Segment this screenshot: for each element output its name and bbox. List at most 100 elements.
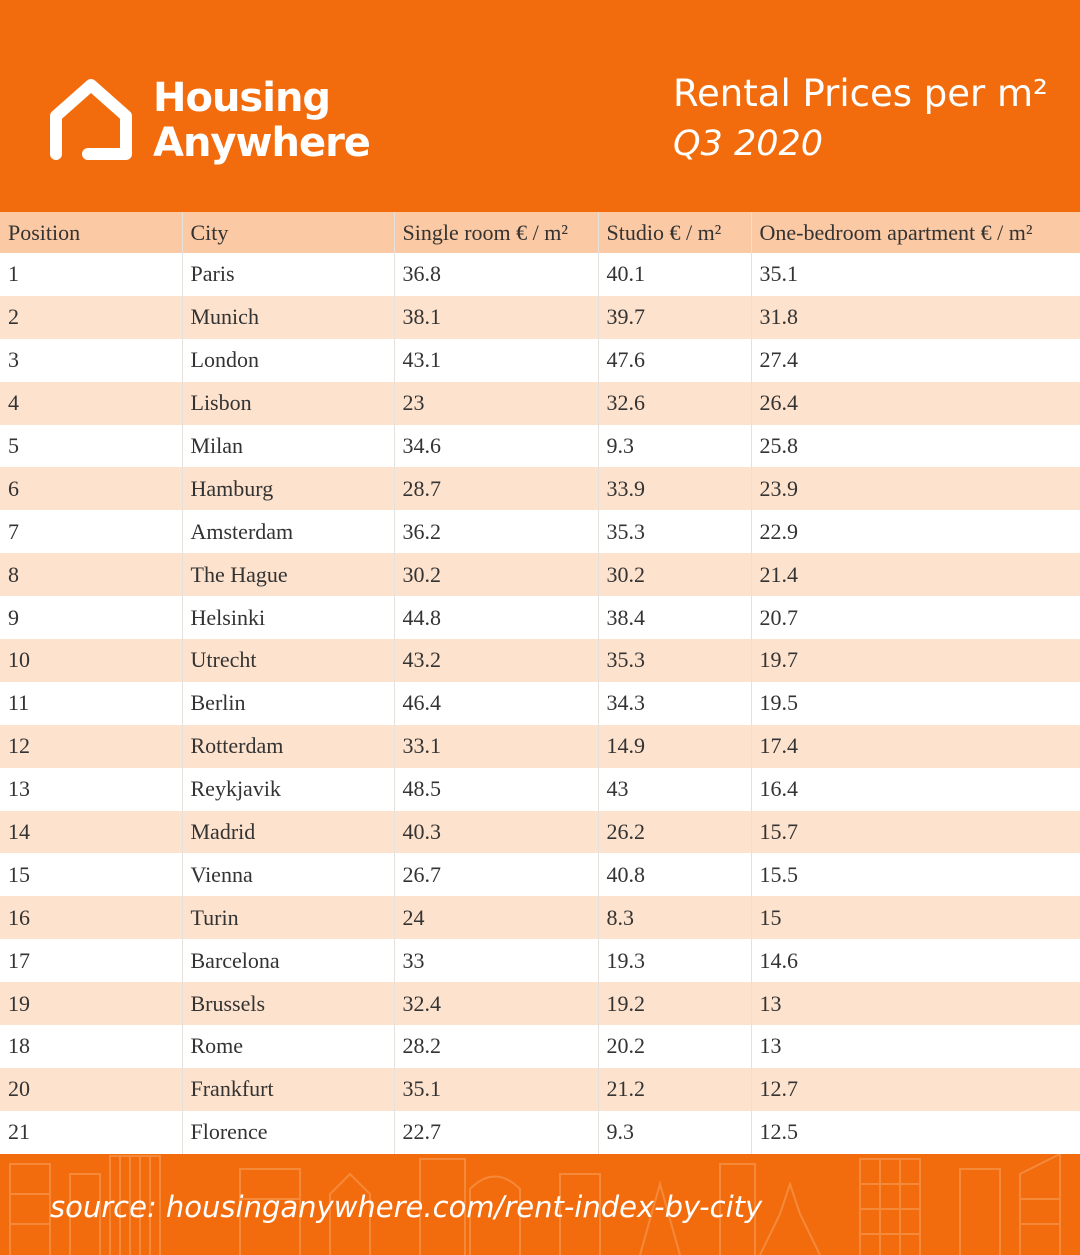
table-row: 17 Barcelona 33 19.3 14.6	[0, 939, 1080, 983]
cell-one-bedroom: 14.6	[750, 939, 1080, 983]
cell-studio: 20.2	[597, 1025, 751, 1068]
cell-position: 10	[0, 639, 182, 682]
cell-single-room: 23	[393, 381, 598, 425]
table-row: 4 Lisbon 23 32.6 26.4	[0, 381, 1080, 425]
cell-position: 4	[0, 381, 182, 425]
cell-city: Hamburg	[181, 467, 394, 511]
cell-position: 15	[0, 853, 182, 897]
cell-single-room: 44.8	[393, 596, 598, 640]
cell-single-room: 43.1	[393, 338, 598, 382]
cell-single-room: 24	[393, 896, 598, 940]
brand-name-line2: Anywhere	[153, 120, 371, 166]
cell-single-room: 28.7	[393, 467, 598, 511]
cell-city: Frankfurt	[181, 1067, 394, 1111]
brand-logo: Housing Anywhere	[153, 75, 371, 166]
brand-name-line1: Housing	[153, 75, 331, 121]
cell-single-room: 38.1	[393, 295, 598, 339]
cell-studio: 26.2	[597, 810, 751, 854]
cell-one-bedroom: 13	[750, 982, 1080, 1026]
cell-studio: 34.3	[597, 681, 751, 725]
header-banner: Housing Anywhere Rental Prices per m² Q3…	[0, 0, 1080, 212]
table-row: 16 Turin 24 8.3 15	[0, 896, 1080, 940]
cell-city: London	[181, 338, 394, 382]
cell-one-bedroom: 15.7	[750, 810, 1080, 854]
page-title: Rental Prices per m²	[673, 72, 1048, 115]
cell-position: 11	[0, 681, 182, 725]
table-row: 5 Milan 34.6 9.3 25.8	[0, 424, 1080, 468]
cell-city: Brussels	[181, 982, 394, 1026]
cell-one-bedroom: 27.4	[750, 338, 1080, 382]
table-row: 19 Brussels 32.4 19.2 13	[0, 982, 1080, 1026]
table-row: 1 Paris 36.8 40.1 35.1	[0, 253, 1080, 296]
cell-position: 2	[0, 295, 182, 339]
cell-one-bedroom: 26.4	[750, 381, 1080, 425]
table-row: 2 Munich 38.1 39.7 31.8	[0, 295, 1080, 339]
cell-studio: 32.6	[597, 381, 751, 425]
cell-city: Helsinki	[181, 596, 394, 640]
cell-single-room: 40.3	[393, 810, 598, 854]
rental-prices-table: Position City Single room € / m² Studio …	[0, 212, 1080, 1154]
table-row: 6 Hamburg 28.7 33.9 23.9	[0, 467, 1080, 511]
table-row: 11 Berlin 46.4 34.3 19.5	[0, 681, 1080, 725]
cell-studio: 9.3	[597, 424, 751, 468]
cell-single-room: 43.2	[393, 639, 598, 682]
cell-studio: 8.3	[597, 896, 751, 940]
cell-position: 13	[0, 767, 182, 811]
cell-studio: 40.1	[597, 253, 751, 296]
cell-position: 3	[0, 338, 182, 382]
cell-position: 12	[0, 724, 182, 768]
cell-one-bedroom: 13	[750, 1025, 1080, 1068]
cell-city: Rome	[181, 1025, 394, 1068]
header-city: City	[181, 212, 394, 253]
cell-one-bedroom: 19.7	[750, 639, 1080, 682]
table-row: 12 Rotterdam 33.1 14.9 17.4	[0, 724, 1080, 768]
cell-position: 17	[0, 939, 182, 983]
cell-single-room: 26.7	[393, 853, 598, 897]
cell-one-bedroom: 15	[750, 896, 1080, 940]
cell-city: The Hague	[181, 553, 394, 597]
cell-city: Rotterdam	[181, 724, 394, 768]
cell-studio: 33.9	[597, 467, 751, 511]
table-body: 1 Paris 36.8 40.1 35.1 2 Munich 38.1 39.7 31.8 3 Lo…	[0, 253, 1080, 1154]
cell-city: Amsterdam	[181, 510, 394, 554]
cell-city: Paris	[181, 253, 394, 296]
cell-studio: 14.9	[597, 724, 751, 768]
cell-single-room: 28.2	[393, 1025, 598, 1068]
table-row: 7 Amsterdam 36.2 35.3 22.9	[0, 510, 1080, 554]
cell-one-bedroom: 35.1	[750, 253, 1080, 296]
table-row: 15 Vienna 26.7 40.8 15.5	[0, 853, 1080, 897]
cell-city: Vienna	[181, 853, 394, 897]
cell-position: 21	[0, 1110, 182, 1154]
cell-position: 7	[0, 510, 182, 554]
cell-studio: 30.2	[597, 553, 751, 597]
cell-single-room: 30.2	[393, 553, 598, 597]
city-skyline-illustration	[9, 1154, 1061, 1255]
cell-position: 6	[0, 467, 182, 511]
cell-position: 18	[0, 1025, 182, 1068]
table-header-row: Position City Single room € / m² Studio …	[0, 212, 1080, 253]
cell-one-bedroom: 25.8	[750, 424, 1080, 468]
cell-one-bedroom: 12.5	[750, 1110, 1080, 1154]
cell-studio: 9.3	[597, 1110, 751, 1154]
header-single-room: Single room € / m²	[393, 212, 598, 253]
cell-one-bedroom: 17.4	[750, 724, 1080, 768]
cell-studio: 38.4	[597, 596, 751, 640]
cell-city: Utrecht	[181, 639, 394, 682]
cell-city: Berlin	[181, 681, 394, 725]
table-row: 18 Rome 28.2 20.2 13	[0, 1025, 1080, 1068]
table-row: 9 Helsinki 44.8 38.4 20.7	[0, 596, 1080, 640]
cell-city: Madrid	[181, 810, 394, 854]
house-icon	[50, 79, 132, 160]
cell-single-room: 33	[393, 939, 598, 983]
cell-city: Munich	[181, 295, 394, 339]
cell-one-bedroom: 12.7	[750, 1067, 1080, 1111]
cell-one-bedroom: 31.8	[750, 295, 1080, 339]
cell-position: 14	[0, 810, 182, 854]
cell-one-bedroom: 21.4	[750, 553, 1080, 597]
cell-single-room: 48.5	[393, 767, 598, 811]
cell-one-bedroom: 15.5	[750, 853, 1080, 897]
cell-position: 1	[0, 253, 182, 296]
title-block: Rental Prices per m² Q3 2020	[673, 70, 1048, 170]
cell-studio: 43	[597, 767, 751, 811]
cell-city: Florence	[181, 1110, 394, 1154]
